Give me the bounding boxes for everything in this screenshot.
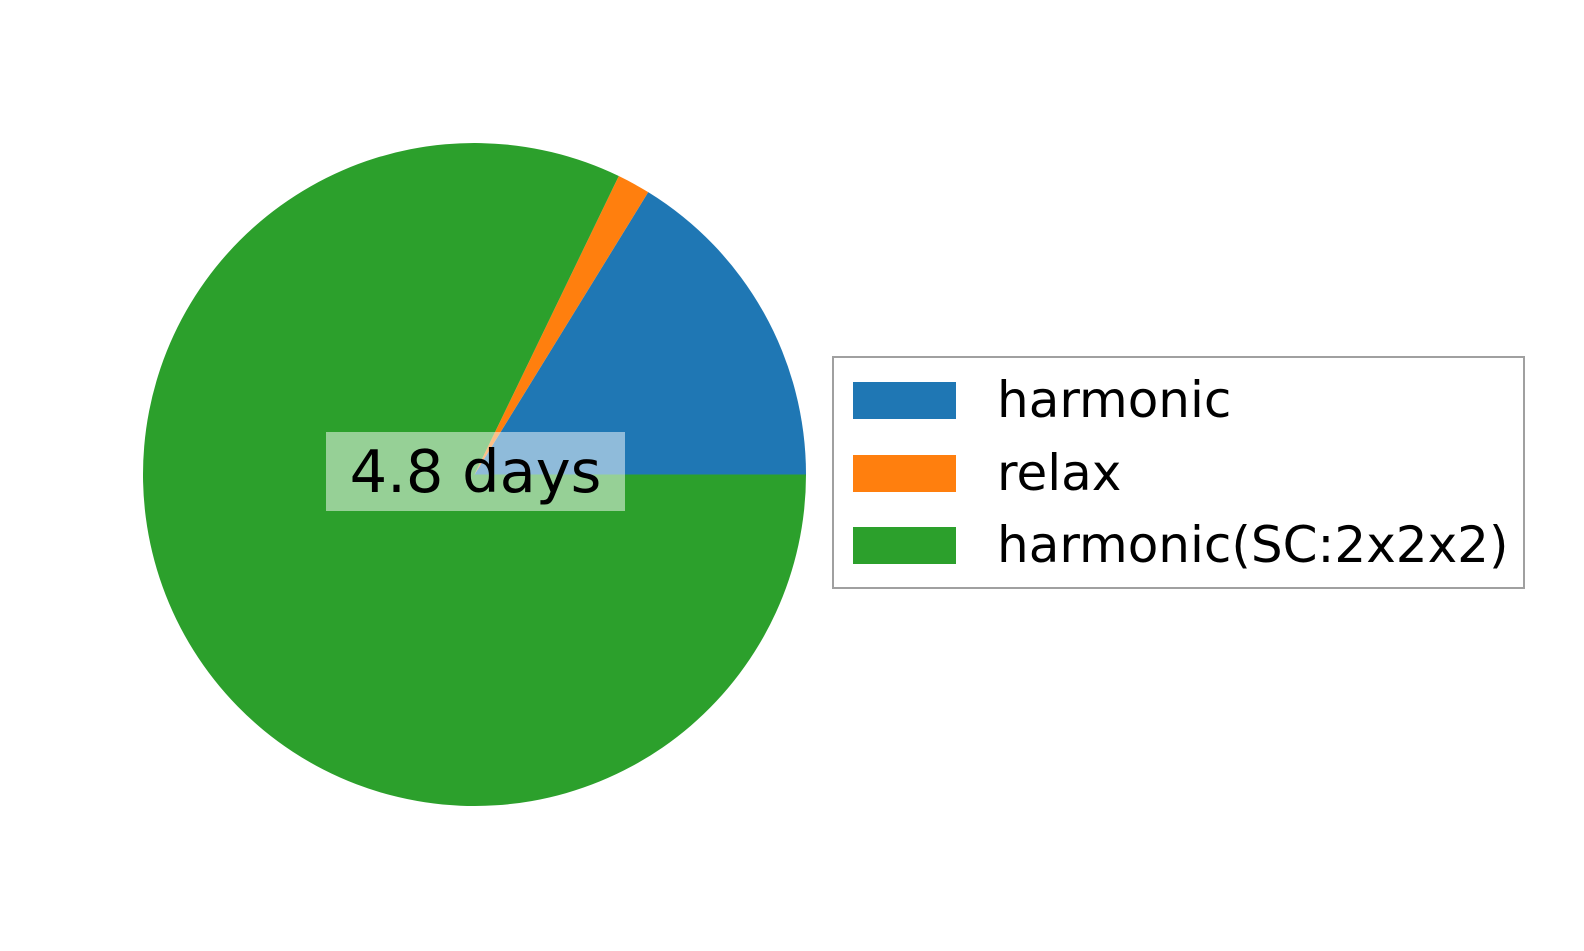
- legend-item-harmonic[interactable]: harmonic: [853, 372, 1231, 428]
- legend-item-harmonic-sc-2x2x2[interactable]: harmonic(SC:2x2x2): [853, 517, 1509, 573]
- legend-label-harmonic: harmonic: [997, 371, 1232, 429]
- legend-swatch-icon-relax: [853, 454, 956, 492]
- center-value-text: 4.8 days: [349, 437, 602, 506]
- legend-swatch-icon-harmonic: [853, 381, 956, 419]
- legend-label-harmonic-sc-2x2x2: harmonic(SC:2x2x2): [997, 516, 1509, 574]
- legend-item-relax[interactable]: relax: [853, 445, 1121, 501]
- legend: harmonic relax harmonic(SC:2x2x2): [832, 356, 1525, 589]
- legend-items: harmonic relax harmonic(SC:2x2x2): [834, 358, 1523, 587]
- center-value-label: 4.8 days: [326, 432, 625, 511]
- pie-wedge-harmonic: [474, 192, 806, 475]
- legend-swatch-icon-harmonic-sc-2x2x2: [853, 526, 956, 564]
- legend-label-relax: relax: [997, 444, 1122, 502]
- pie-wedge-relax: [474, 176, 649, 475]
